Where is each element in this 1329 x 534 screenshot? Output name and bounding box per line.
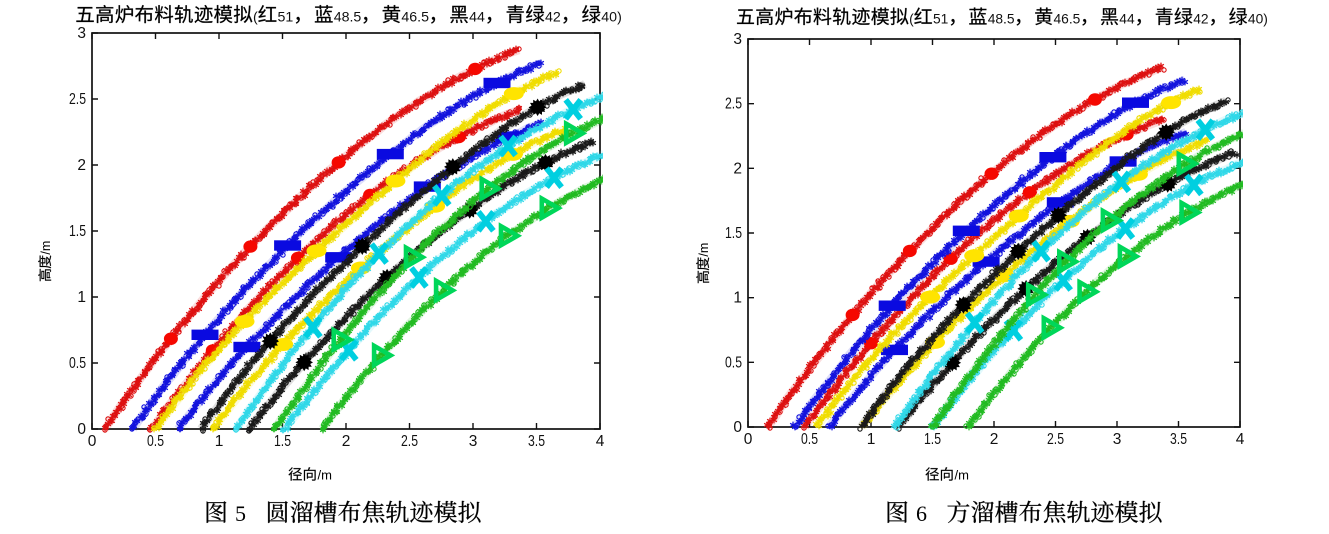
svg-text:2: 2 xyxy=(733,160,742,177)
svg-text:1.5: 1.5 xyxy=(69,223,86,240)
svg-text:42: 42 xyxy=(1193,12,1208,27)
svg-text:2: 2 xyxy=(342,433,351,450)
svg-text:2.5: 2.5 xyxy=(725,96,742,113)
svg-text:1.5: 1.5 xyxy=(725,225,742,242)
svg-text:0.5: 0.5 xyxy=(801,431,818,448)
svg-text:0.5: 0.5 xyxy=(69,355,86,372)
svg-text:): ) xyxy=(1263,12,1268,27)
svg-text:(: ( xyxy=(909,12,914,27)
svg-text:/m: /m xyxy=(697,243,711,257)
svg-text:2.5: 2.5 xyxy=(1047,431,1064,448)
svg-text:3: 3 xyxy=(1113,431,1122,448)
svg-text:40: 40 xyxy=(1248,12,1264,27)
svg-text:40: 40 xyxy=(601,10,617,26)
svg-text:48.5: 48.5 xyxy=(988,12,1015,27)
svg-text:0: 0 xyxy=(733,419,742,436)
svg-text:1: 1 xyxy=(733,290,742,307)
svg-text:(: ( xyxy=(253,10,258,26)
svg-text:): ) xyxy=(617,10,622,26)
svg-text:/m: /m xyxy=(318,468,332,483)
svg-text:51: 51 xyxy=(933,12,948,27)
svg-text:2: 2 xyxy=(990,431,999,448)
svg-text:/m: /m xyxy=(39,241,53,255)
svg-text:1: 1 xyxy=(215,433,224,450)
svg-text:42: 42 xyxy=(545,10,561,26)
svg-text:6: 6 xyxy=(916,501,927,526)
svg-text:3.5: 3.5 xyxy=(528,433,545,450)
svg-text:44: 44 xyxy=(1119,12,1135,27)
svg-text:48.5: 48.5 xyxy=(334,10,362,26)
svg-text:0: 0 xyxy=(744,431,753,448)
svg-text:4: 4 xyxy=(596,433,605,450)
svg-text:46.5: 46.5 xyxy=(1054,12,1081,27)
svg-text:3: 3 xyxy=(77,25,86,42)
svg-text:0.5: 0.5 xyxy=(147,433,164,450)
svg-text:1: 1 xyxy=(867,431,876,448)
svg-text:3.5: 3.5 xyxy=(1170,431,1187,448)
svg-text:44: 44 xyxy=(469,10,485,26)
svg-text:3: 3 xyxy=(733,31,742,48)
svg-text:5: 5 xyxy=(235,501,246,526)
svg-text:2.5: 2.5 xyxy=(69,91,86,108)
svg-text:4: 4 xyxy=(1236,431,1245,448)
svg-text:1: 1 xyxy=(77,289,86,306)
svg-text:1.5: 1.5 xyxy=(274,433,291,450)
svg-text:0: 0 xyxy=(88,433,97,450)
svg-text:1.5: 1.5 xyxy=(924,431,941,448)
svg-text:51: 51 xyxy=(278,10,294,26)
svg-text:/m: /m xyxy=(955,468,969,483)
svg-text:2.5: 2.5 xyxy=(401,433,418,450)
svg-text:0: 0 xyxy=(77,421,86,438)
svg-text:46.5: 46.5 xyxy=(401,10,429,26)
svg-text:3: 3 xyxy=(469,433,478,450)
svg-text:0.5: 0.5 xyxy=(725,354,742,371)
svg-text:2: 2 xyxy=(77,157,86,174)
